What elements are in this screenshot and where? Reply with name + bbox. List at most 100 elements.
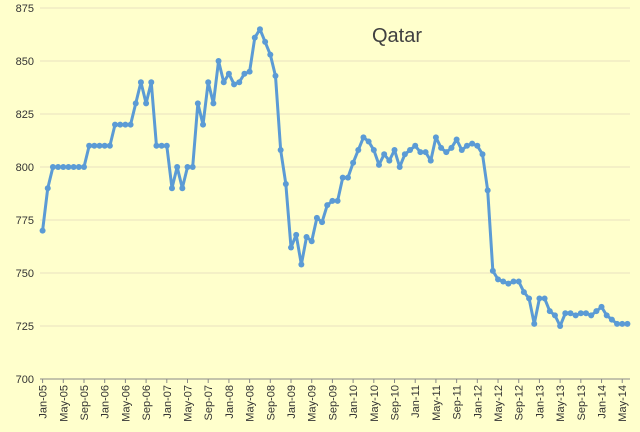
y-tick-label: 700 <box>16 374 34 386</box>
data-point <box>562 310 569 317</box>
x-tick-label: Jan-14 <box>597 385 609 419</box>
x-tick-label: Sep-10 <box>390 385 402 420</box>
x-tick-label: Jan-11 <box>410 385 422 418</box>
x-tick-label: Sep-09 <box>327 385 339 420</box>
data-point <box>526 295 533 302</box>
x-tick-label: Jan-05 <box>38 385 50 419</box>
data-point <box>474 142 481 149</box>
data-point <box>407 147 414 154</box>
data-point <box>215 58 222 64</box>
data-point <box>96 142 103 149</box>
data-point <box>174 164 181 170</box>
data-point <box>608 316 615 323</box>
y-tick-label: 800 <box>16 162 34 174</box>
data-point <box>484 187 491 194</box>
data-point <box>241 70 248 77</box>
data-point <box>86 142 93 149</box>
data-point <box>598 303 605 310</box>
data-point <box>319 219 326 226</box>
data-point <box>210 100 217 107</box>
data-point <box>370 147 377 154</box>
x-tick-label: Jan-07 <box>162 385 174 419</box>
data-point <box>350 159 357 166</box>
x-tick-label: Sep-13 <box>576 385 588 420</box>
x-tick-label: Sep-05 <box>79 385 91 420</box>
x-tick-label: May-06 <box>120 385 132 422</box>
data-point <box>282 180 289 187</box>
data-point <box>417 149 424 156</box>
x-tick-label: Jan-08 <box>224 385 236 419</box>
data-point <box>251 34 258 41</box>
data-point <box>489 267 496 274</box>
data-point <box>583 310 590 317</box>
x-tick-label: Sep-06 <box>141 385 153 420</box>
data-point <box>200 121 207 128</box>
data-point <box>479 151 486 158</box>
x-tick-label: Sep-07 <box>203 385 215 420</box>
data-point <box>334 197 341 204</box>
x-tick-label: Sep-12 <box>514 385 526 420</box>
data-point <box>360 134 367 141</box>
data-point <box>137 79 144 86</box>
x-tick-label: May-07 <box>183 385 195 422</box>
data-point <box>194 100 201 107</box>
x-tick-label: May-09 <box>307 385 319 422</box>
x-tick-label: May-10 <box>369 385 381 422</box>
data-point <box>520 289 527 296</box>
data-point <box>80 164 87 170</box>
y-axis-tick-labels: 700 725 750 775 800 825 850 875 <box>16 3 34 386</box>
data-point <box>117 121 124 128</box>
y-tick-label: 875 <box>16 3 34 15</box>
data-point <box>277 147 284 154</box>
x-tick-label: May-11 <box>431 385 443 421</box>
data-point <box>567 310 574 317</box>
data-point <box>588 312 595 319</box>
data-point <box>324 202 331 209</box>
data-point <box>163 142 170 149</box>
data-point <box>396 164 403 170</box>
x-tick-label: Jan-12 <box>472 385 484 419</box>
data-point <box>262 38 269 45</box>
data-point <box>401 151 408 158</box>
data-point <box>70 164 77 170</box>
data-point <box>329 197 336 204</box>
data-point <box>303 233 310 240</box>
data-point <box>355 147 362 154</box>
y-tick-label: 725 <box>16 321 34 333</box>
data-point <box>308 238 315 245</box>
axes <box>40 378 630 383</box>
data-point <box>593 308 600 315</box>
data-point <box>189 164 196 170</box>
data-point <box>168 185 175 192</box>
x-tick-label: Sep-11 <box>452 385 464 420</box>
data-point <box>614 320 621 327</box>
data-point <box>143 100 150 107</box>
x-tick-label: May-05 <box>58 385 70 422</box>
series-group <box>39 26 631 329</box>
x-tick-label: May-13 <box>555 385 567 422</box>
data-point <box>55 164 62 170</box>
x-tick-label: May-12 <box>493 385 505 422</box>
data-point <box>184 164 191 170</box>
data-point <box>577 310 584 317</box>
data-point <box>122 121 129 128</box>
data-point <box>112 121 119 128</box>
series-line <box>41 27 628 328</box>
data-point <box>256 26 263 33</box>
data-point <box>443 149 450 156</box>
data-point <box>231 81 238 88</box>
data-point <box>500 278 507 285</box>
y-tick-label: 825 <box>16 109 34 121</box>
data-point <box>619 320 626 327</box>
data-point <box>132 100 139 107</box>
data-point <box>391 147 398 154</box>
data-point <box>225 70 232 77</box>
data-point <box>39 227 46 234</box>
data-point <box>267 51 274 58</box>
data-point <box>536 295 543 302</box>
data-point <box>381 151 388 158</box>
data-point <box>75 164 82 170</box>
data-point <box>179 185 186 192</box>
